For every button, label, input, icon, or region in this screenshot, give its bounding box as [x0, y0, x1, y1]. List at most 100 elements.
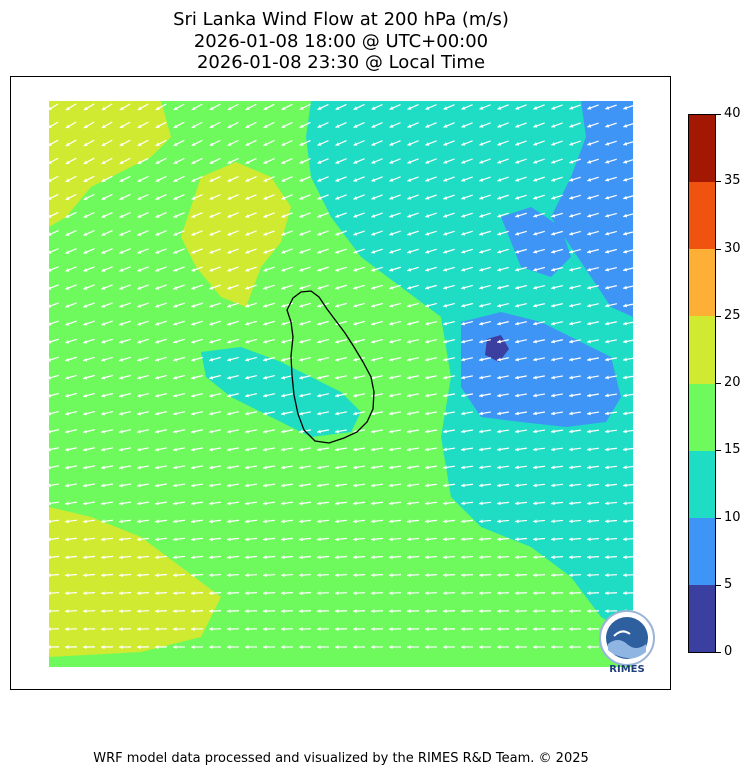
wind-arrow-head	[461, 142, 466, 146]
wind-arrow-head	[533, 609, 537, 614]
wind-arrow-head	[461, 537, 465, 542]
wind-arrow-head	[191, 519, 195, 524]
wind-arrow-head	[587, 231, 592, 236]
wind-arrow-head	[551, 249, 556, 254]
wind-arrow-head	[533, 159, 538, 164]
wind-arrow-head	[119, 627, 123, 631]
wind-arrow-head	[101, 483, 105, 488]
wind-arrow-head	[335, 357, 340, 362]
wind-arrow-head	[173, 178, 178, 182]
wind-arrow-head	[263, 178, 268, 182]
wind-arrow-head	[569, 447, 573, 452]
wind-arrow-head	[227, 393, 232, 398]
wind-arrow-head	[479, 160, 484, 164]
wind-arrow-head	[479, 429, 483, 434]
wind-arrow-head	[47, 573, 51, 578]
wind-arrow-head	[101, 573, 105, 578]
wind-arrow-head	[227, 555, 231, 560]
wind-arrow-head	[497, 537, 501, 542]
wind-arrow-head	[443, 321, 448, 326]
wind-arrow-head	[425, 519, 429, 524]
wind-arrow-head	[119, 429, 123, 434]
colorbar-bin	[689, 316, 715, 384]
wind-arrow-head	[605, 123, 610, 128]
wind-arrow-head	[623, 249, 628, 254]
wind-arrow-head	[407, 609, 411, 614]
wind-arrow-head	[65, 627, 69, 631]
wind-arrow-head	[155, 196, 160, 200]
wind-arrow-head	[533, 213, 538, 218]
wind-arrow-head	[389, 285, 394, 290]
wind-arrow-head	[443, 555, 447, 560]
wind-arrow-head	[353, 339, 358, 344]
wind-arrow-head	[227, 268, 232, 272]
wind-arrow-head	[389, 249, 394, 254]
wind-arrow-head	[461, 429, 465, 434]
wind-arrow-head	[281, 321, 286, 326]
wind-arrow-head	[443, 213, 448, 218]
wind-arrow-head	[47, 447, 51, 452]
wind-arrow-head	[245, 268, 250, 272]
wind-arrow-head	[119, 339, 124, 344]
wind-arrow-head	[119, 250, 124, 254]
wind-arrow-head	[605, 501, 609, 506]
wind-arrow-head	[461, 124, 466, 128]
wind-arrow-head	[317, 501, 321, 506]
wind-arrow-head	[65, 411, 70, 416]
wind-arrow-head	[425, 573, 429, 578]
wind-arrow-head	[101, 591, 105, 596]
wind-arrow-head	[461, 160, 466, 164]
wind-arrow-head	[281, 591, 285, 596]
wind-arrow-head	[281, 501, 285, 506]
wind-arrow-head	[281, 645, 285, 649]
wind-arrow-head	[461, 627, 465, 631]
wind-arrow-head	[65, 573, 69, 578]
wind-arrow-head	[263, 645, 267, 649]
wind-arrow-head	[515, 177, 520, 182]
wind-arrow-head	[191, 232, 196, 236]
wind-arrow-head	[191, 268, 196, 272]
wind-arrow-head	[407, 555, 411, 560]
wind-arrow-head	[389, 142, 394, 146]
colorbar-tick-label: 10	[724, 509, 741, 525]
wind-arrow-head	[335, 106, 340, 110]
wind-arrow-head	[353, 124, 358, 128]
wind-arrow-head	[263, 393, 268, 398]
wind-arrow-head	[461, 375, 465, 380]
wind-arrow-head	[389, 196, 394, 200]
wind-arrow-head	[605, 106, 610, 110]
wind-arrow-head	[101, 178, 106, 182]
wind-arrow-head	[227, 106, 232, 110]
wind-arrow-head	[515, 645, 519, 649]
wind-arrow-head	[425, 339, 430, 344]
wind-arrow-head	[551, 267, 556, 272]
wind-arrow-head	[299, 465, 303, 470]
wind-arrow-head	[245, 178, 250, 182]
wind-arrow-head	[155, 178, 160, 182]
wind-arrow-head	[263, 124, 268, 128]
wind-arrow-head	[47, 214, 52, 218]
wind-arrow-head	[137, 645, 141, 649]
wind-arrow-head	[443, 375, 447, 380]
wind-arrow-head	[497, 483, 501, 488]
wind-arrow-head	[587, 159, 592, 164]
wind-arrow-head	[569, 555, 573, 560]
wind-arrow-head	[587, 357, 591, 362]
wind-arrow-head	[497, 609, 501, 614]
wind-arrow-head	[587, 177, 592, 182]
wind-arrow-head	[191, 321, 196, 326]
wind-arrow-head	[173, 519, 177, 524]
wind-arrow-head	[245, 357, 250, 362]
wind-arrow-head	[137, 178, 142, 182]
wind-arrow-head	[209, 285, 214, 290]
wind-arrow-head	[83, 573, 87, 578]
wind-arrow-head	[317, 555, 321, 560]
wind-arrow-head	[101, 124, 106, 128]
wind-arrow-head	[533, 267, 538, 272]
wind-arrow-head	[119, 304, 124, 308]
wind-arrow-head	[461, 357, 465, 362]
wind-arrow-head	[569, 357, 573, 362]
wind-arrow-head	[281, 411, 285, 416]
wind-arrow-head	[479, 501, 483, 506]
wind-arrow-head	[335, 267, 340, 272]
